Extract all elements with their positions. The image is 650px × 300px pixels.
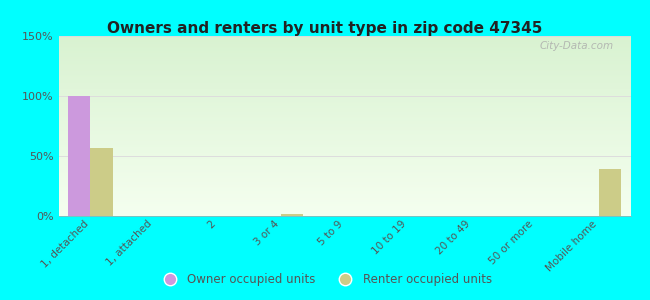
Text: City-Data.com: City-Data.com	[540, 41, 614, 51]
Text: Owners and renters by unit type in zip code 47345: Owners and renters by unit type in zip c…	[107, 21, 543, 36]
Bar	[281, 214, 303, 216]
Legend: Owner occupied units, Renter occupied units: Owner occupied units, Renter occupied un…	[153, 269, 497, 291]
Bar	[90, 148, 112, 216]
Bar	[599, 169, 621, 216]
Bar	[68, 96, 90, 216]
